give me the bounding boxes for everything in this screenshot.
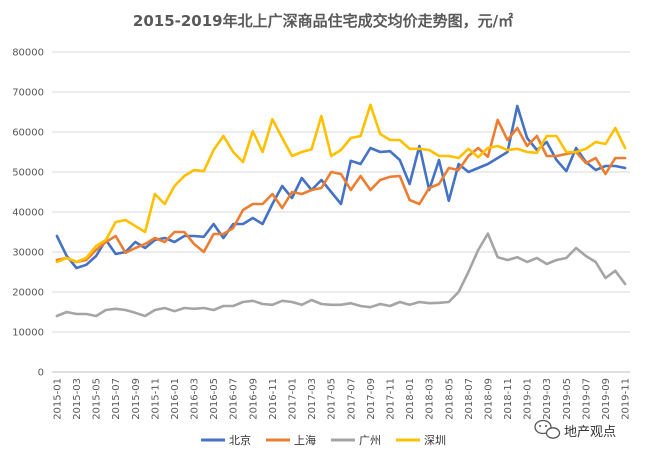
- x-tick-label: 2019-11: [621, 378, 632, 420]
- x-tick-label: 2015-01: [52, 378, 63, 420]
- watermark: 地产观点: [534, 419, 616, 440]
- x-tick-label: 2016-03: [190, 378, 201, 420]
- legend-label: 北京: [229, 433, 251, 447]
- y-tick-label: 80000: [12, 48, 44, 59]
- x-axis-ticks: 2015-01 2015-03 2015-05 2015-07 2015-09 2015-…: [52, 378, 631, 420]
- x-tick-label: 2017-03: [307, 378, 318, 420]
- legend-item-3: 广州: [331, 434, 381, 447]
- series-lines: [55, 103, 627, 318]
- x-tick-label: 2016-07: [229, 378, 240, 420]
- x-tick-label: 2018-01: [405, 378, 416, 420]
- x-tick-label: 2017-01: [288, 378, 299, 420]
- y-tick-label: 10000: [12, 328, 44, 339]
- x-tick-label: 2019-01: [523, 378, 534, 420]
- legend-label: 深圳: [424, 434, 446, 447]
- y-tick-label: 60000: [12, 128, 44, 139]
- x-tick-label: 2018-07: [464, 378, 475, 420]
- y-tick-label: 20000: [12, 288, 44, 299]
- chart-title: 2015-2019年北上广深商品住宅成交均价走势图，元/㎡: [133, 12, 513, 30]
- x-tick-label: 2016-09: [248, 378, 259, 420]
- x-tick-label: 2017-11: [385, 378, 396, 420]
- gridlines: [52, 51, 630, 373]
- series-line-2: [55, 118, 627, 264]
- x-tick-label: 2017-09: [366, 378, 377, 420]
- x-tick-label: 2018-11: [503, 378, 514, 420]
- x-tick-label: 2016-01: [170, 378, 181, 420]
- x-tick-label: 2015-03: [72, 378, 83, 420]
- x-tick-label: 2018-03: [425, 378, 436, 420]
- y-tick-label: 0: [38, 368, 44, 379]
- legend-item-4: 深圳: [396, 434, 446, 447]
- legend-item-1: 北京: [201, 433, 251, 447]
- x-tick-label: 2015-09: [131, 378, 142, 420]
- x-tick-label: 2019-07: [581, 378, 592, 420]
- wechat-icon: [534, 419, 561, 439]
- x-tick-label: 2019-03: [542, 378, 553, 420]
- series-line-4: [55, 103, 627, 264]
- x-tick-label: 2018-09: [483, 378, 494, 420]
- y-axis-ticks: 0 10000 20000 30000 40000 50000 60000 70000 8000…: [12, 48, 44, 379]
- y-tick-label: 50000: [12, 168, 44, 179]
- y-tick-label: 70000: [12, 88, 44, 99]
- x-tick-label: 2019-05: [562, 378, 573, 420]
- x-tick-label: 2019-09: [601, 378, 612, 420]
- x-tick-label: 2015-05: [92, 378, 103, 420]
- x-tick-label: 2017-07: [346, 378, 357, 420]
- legend-item-2: 上海: [266, 433, 316, 447]
- series-line-1: [55, 104, 627, 270]
- x-tick-label: 2018-05: [444, 378, 455, 420]
- y-tick-label: 30000: [12, 248, 44, 259]
- series-line-3: [55, 232, 627, 318]
- x-tick-label: 2015-11: [150, 378, 161, 420]
- legend-label: 上海: [294, 433, 316, 447]
- x-tick-label: 2017-05: [327, 378, 338, 420]
- x-tick-label: 2016-05: [209, 378, 220, 420]
- watermark-text: 地产观点: [564, 425, 616, 440]
- x-tick-label: 2016-11: [268, 378, 279, 420]
- y-tick-label: 40000: [12, 208, 44, 219]
- x-tick-label: 2015-07: [111, 378, 122, 420]
- legend: 北京 上海 广州 深圳: [201, 433, 446, 447]
- legend-label: 广州: [359, 434, 381, 447]
